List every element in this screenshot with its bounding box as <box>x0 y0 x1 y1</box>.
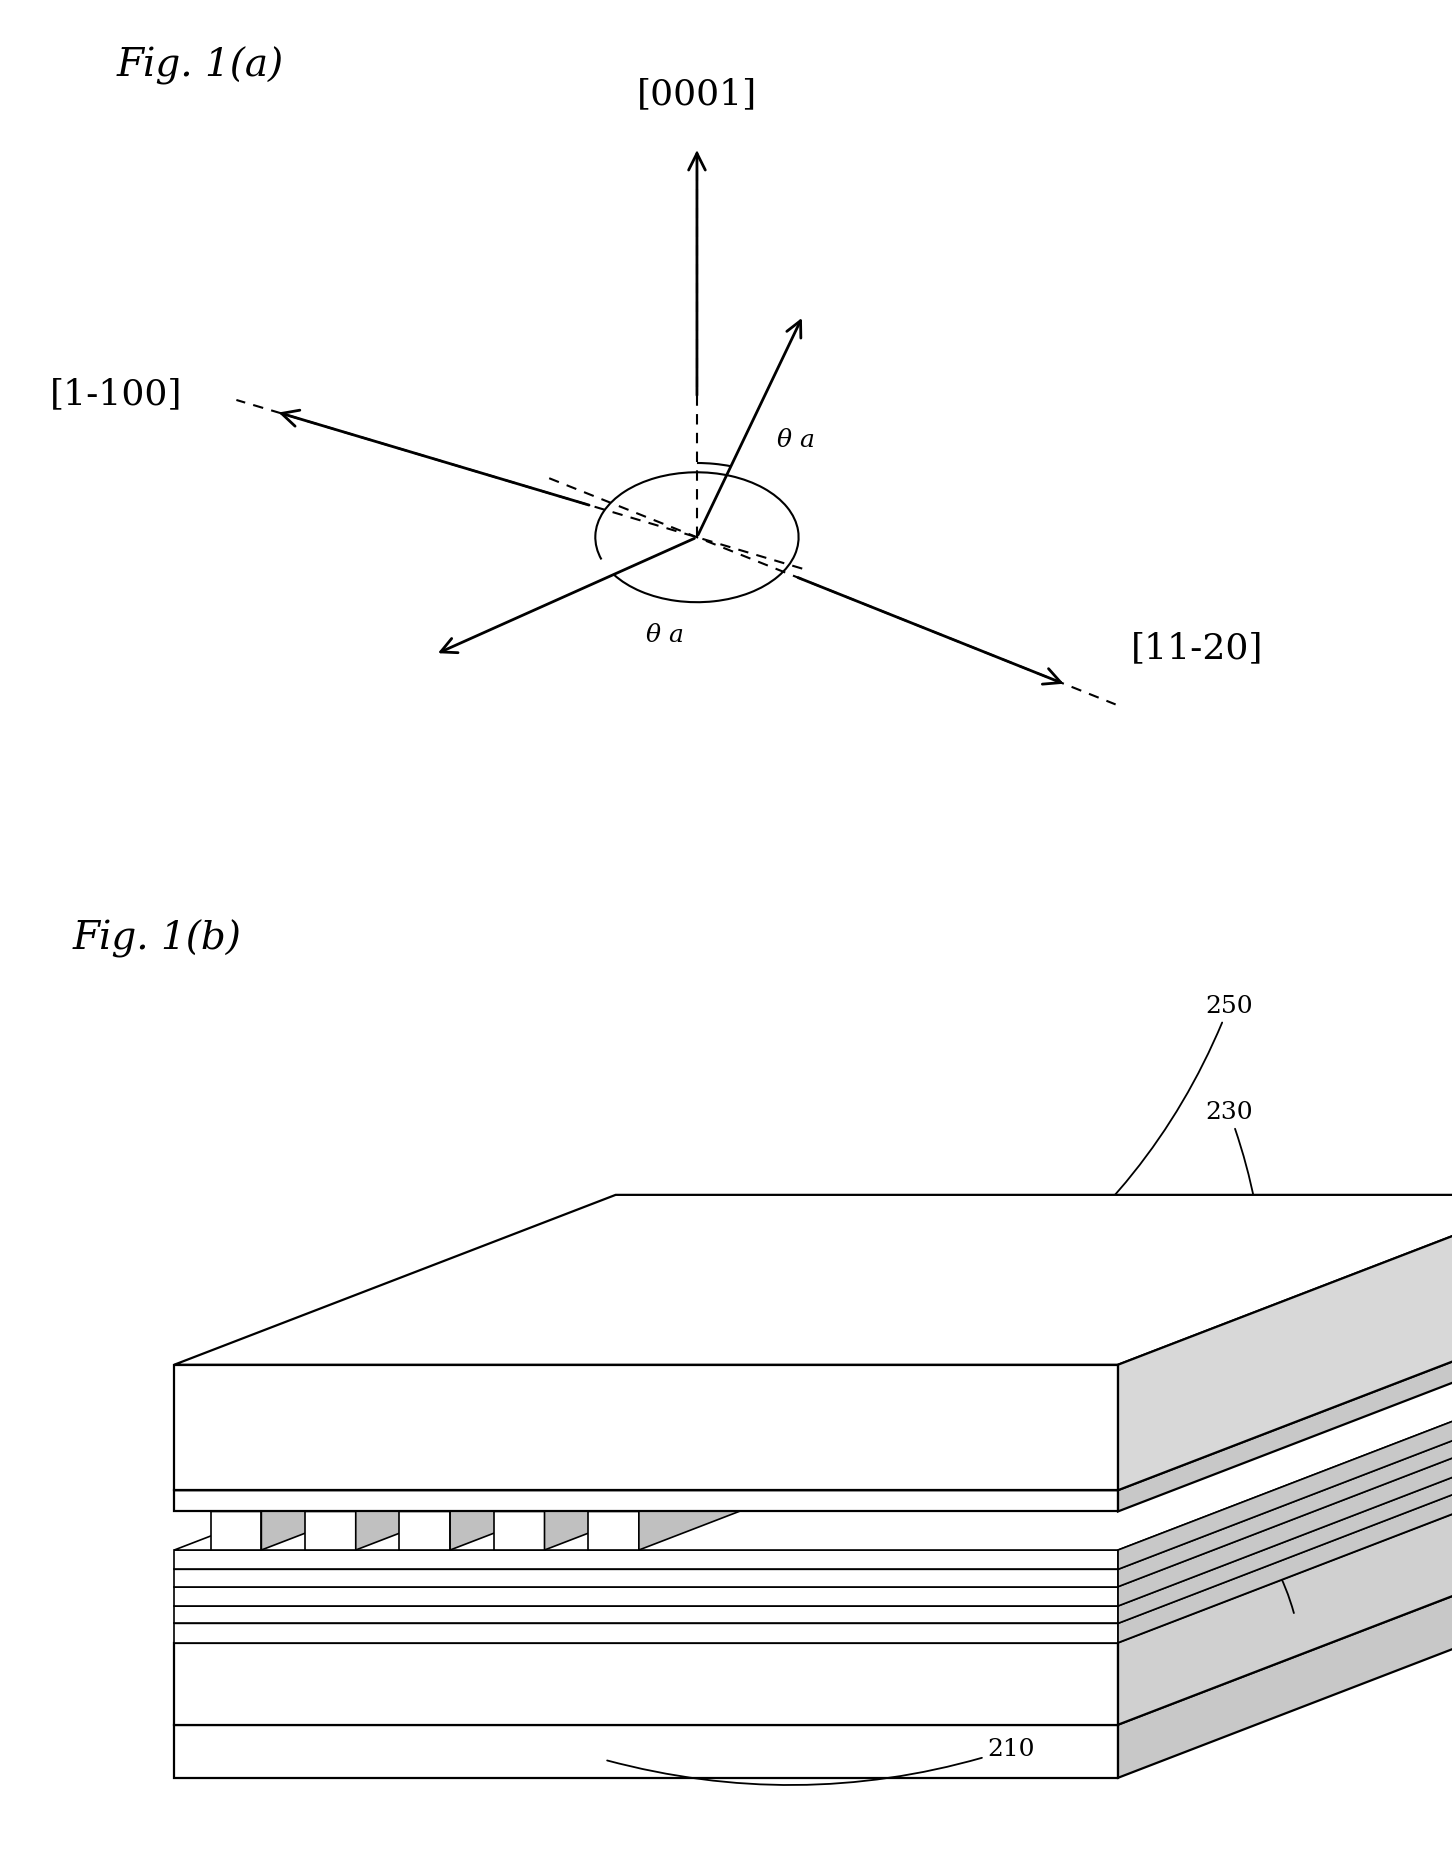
Text: 210: 210 <box>607 1738 1035 1785</box>
Polygon shape <box>174 1606 1118 1623</box>
Text: θ a: θ a <box>777 429 815 453</box>
Polygon shape <box>174 1473 1452 1644</box>
Polygon shape <box>211 1512 261 1551</box>
Text: [1-100]: [1-100] <box>49 377 183 412</box>
Polygon shape <box>174 1490 1118 1512</box>
Polygon shape <box>211 1341 703 1512</box>
Polygon shape <box>1118 1436 1452 1623</box>
Polygon shape <box>1118 1380 1452 1569</box>
Polygon shape <box>1118 1321 1452 1512</box>
Polygon shape <box>174 1436 1452 1606</box>
Polygon shape <box>399 1512 450 1551</box>
Text: θ a: θ a <box>646 623 684 647</box>
Polygon shape <box>494 1341 986 1512</box>
Polygon shape <box>588 1341 1080 1512</box>
Text: Fig. 1(b): Fig. 1(b) <box>73 920 241 957</box>
Polygon shape <box>356 1341 797 1551</box>
Polygon shape <box>174 1644 1118 1725</box>
Polygon shape <box>639 1341 1080 1551</box>
Text: [0001]: [0001] <box>637 78 756 111</box>
Polygon shape <box>174 1454 1452 1623</box>
Polygon shape <box>399 1341 892 1512</box>
Polygon shape <box>450 1341 892 1551</box>
Text: [11-20]: [11-20] <box>1131 631 1263 666</box>
Polygon shape <box>1118 1195 1452 1490</box>
Polygon shape <box>174 1725 1118 1777</box>
Polygon shape <box>174 1380 1452 1551</box>
Polygon shape <box>174 1417 1452 1586</box>
Polygon shape <box>544 1341 986 1551</box>
Polygon shape <box>305 1512 356 1551</box>
Text: 220: 220 <box>1185 1313 1253 1569</box>
Polygon shape <box>174 1623 1118 1644</box>
Text: 230: 230 <box>1205 1100 1265 1426</box>
Text: Fig. 1(a): Fig. 1(a) <box>116 46 283 85</box>
Polygon shape <box>174 1321 1452 1490</box>
Polygon shape <box>261 1341 703 1551</box>
Polygon shape <box>1118 1473 1452 1725</box>
Polygon shape <box>174 1554 1452 1725</box>
Polygon shape <box>174 1551 1118 1569</box>
Polygon shape <box>174 1401 1452 1569</box>
Polygon shape <box>1118 1401 1452 1586</box>
Text: 250: 250 <box>1005 994 1253 1295</box>
Text: 101: 101 <box>1205 1497 1294 1614</box>
Polygon shape <box>174 1586 1118 1606</box>
Polygon shape <box>588 1512 639 1551</box>
Polygon shape <box>1118 1554 1452 1777</box>
Polygon shape <box>1118 1417 1452 1606</box>
Polygon shape <box>305 1341 797 1512</box>
Polygon shape <box>1118 1454 1452 1644</box>
Polygon shape <box>174 1365 1118 1490</box>
Polygon shape <box>174 1195 1452 1365</box>
Polygon shape <box>174 1569 1118 1586</box>
Polygon shape <box>494 1512 544 1551</box>
Text: 240: 240 <box>1205 1208 1253 1495</box>
